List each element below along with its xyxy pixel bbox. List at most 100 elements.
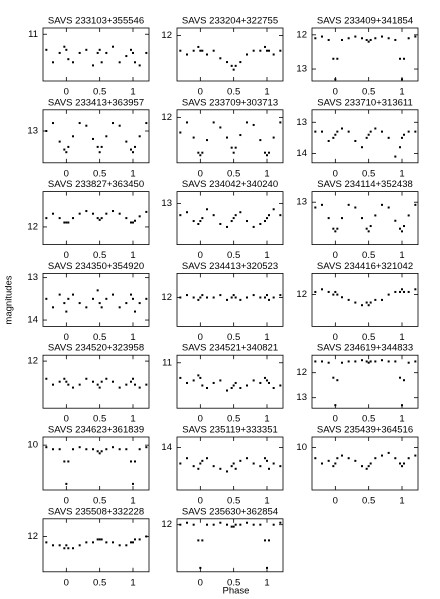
x-tick-label: 0.5 <box>93 250 106 261</box>
data-point <box>266 154 268 157</box>
data-point <box>365 136 368 139</box>
data-point <box>234 296 237 299</box>
data-point <box>199 220 202 223</box>
x-tick-label: 0 <box>198 332 203 343</box>
data-point <box>197 374 200 377</box>
y-tick-label: 12 <box>296 289 307 300</box>
data-point <box>327 459 330 462</box>
data-point <box>361 304 363 307</box>
data-point <box>401 78 403 81</box>
data-point <box>145 446 148 449</box>
data-point <box>401 404 403 407</box>
data-point <box>387 136 390 139</box>
y-axis-label: magnitudes <box>4 275 15 324</box>
data-point <box>45 446 48 449</box>
data-point <box>259 523 262 526</box>
data-point <box>72 293 74 296</box>
data-point <box>332 227 335 230</box>
data-point <box>266 379 268 382</box>
data-point <box>132 221 134 224</box>
data-point <box>134 61 136 64</box>
data-point <box>85 377 88 380</box>
data-point <box>232 384 235 387</box>
data-point <box>201 294 204 297</box>
y-tick-label: 12 <box>161 292 172 303</box>
x-tick-label: 0 <box>333 414 338 425</box>
panel-title: SAVS 235508+332228 <box>48 506 144 517</box>
panel-title: SAVS 233827+363450 <box>48 179 144 190</box>
data-point <box>78 122 81 125</box>
data-point <box>232 151 235 154</box>
data-point <box>334 133 337 136</box>
panel-title: SAVS 233709+303713 <box>182 97 278 108</box>
panel: SAVS 233409+341854 12 13 0 0.5 1 <box>296 16 419 98</box>
data-point <box>201 459 204 462</box>
data-point <box>367 40 370 43</box>
y-tick-label: 12 <box>161 112 172 123</box>
data-point <box>387 451 390 454</box>
data-point <box>105 297 108 300</box>
panel-title: SAVS 233103+355546 <box>48 16 144 27</box>
data-point <box>192 523 195 526</box>
data-point <box>401 465 403 468</box>
data-point <box>407 457 410 460</box>
data-point <box>92 64 94 67</box>
y-tick-label: 14 <box>296 148 307 159</box>
data-point <box>268 49 270 52</box>
x-tick-label: 0 <box>198 414 203 425</box>
data-point <box>98 386 101 389</box>
data-point <box>272 462 275 465</box>
data-point <box>365 227 368 230</box>
data-point <box>336 379 339 382</box>
data-point <box>246 457 248 460</box>
data-point <box>212 214 215 217</box>
x-tick-label: 0 <box>198 168 203 179</box>
panel-frame <box>311 436 419 491</box>
data-point <box>341 296 343 299</box>
data-point <box>230 296 233 299</box>
data-point <box>138 538 141 541</box>
x-tick-label: 0 <box>198 87 203 98</box>
data-point <box>118 448 121 451</box>
data-point <box>118 544 121 547</box>
data-point <box>334 462 337 465</box>
data-point <box>414 203 417 206</box>
data-point <box>78 446 81 449</box>
data-point <box>212 465 215 468</box>
x-tick-label: 0.5 <box>362 414 375 425</box>
data-point <box>321 462 323 465</box>
x-tick-label: 0.5 <box>227 250 240 261</box>
data-point <box>132 151 134 154</box>
x-tick-label: 0 <box>333 332 338 343</box>
data-point <box>219 467 222 470</box>
data-point <box>192 49 195 52</box>
x-tick-label: 0 <box>64 250 69 261</box>
data-point <box>85 124 88 127</box>
data-point <box>212 296 215 299</box>
panel-frame <box>42 354 150 409</box>
data-point <box>179 131 182 134</box>
data-point <box>266 294 268 297</box>
data-point <box>199 154 202 157</box>
data-point <box>279 465 282 468</box>
data-point <box>52 122 54 125</box>
panel-frame <box>176 436 284 491</box>
data-point <box>407 130 410 133</box>
panel: SAVS 235630+362854 12 0 0.5 1 <box>161 506 284 588</box>
data-point <box>403 133 405 136</box>
data-point <box>365 301 368 304</box>
x-tick-label: 1 <box>264 87 269 98</box>
data-point <box>321 130 323 133</box>
x-tick-label: 1 <box>130 332 135 343</box>
data-point <box>272 387 275 390</box>
data-point <box>112 45 114 48</box>
data-point <box>347 298 350 301</box>
data-point <box>105 212 108 215</box>
data-point <box>259 139 262 142</box>
y-tick-label: 12 <box>296 367 307 378</box>
data-point <box>118 124 121 127</box>
data-point <box>266 49 268 52</box>
data-point <box>336 57 339 60</box>
data-point <box>314 290 317 293</box>
data-point <box>45 217 48 220</box>
